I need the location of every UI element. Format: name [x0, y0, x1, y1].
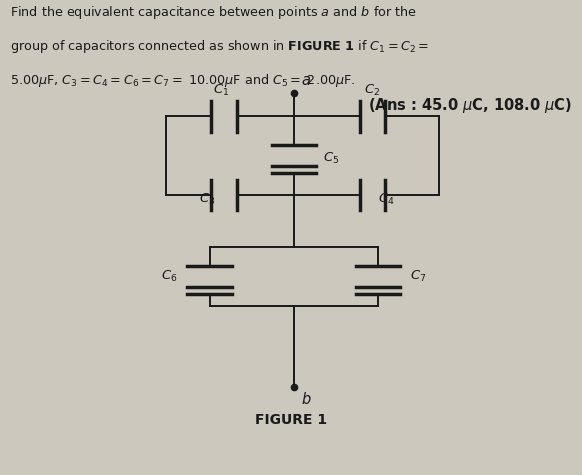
- Text: $C_1$: $C_1$: [213, 83, 229, 98]
- Text: $C_2$: $C_2$: [364, 83, 381, 98]
- Text: $a$: $a$: [301, 73, 311, 88]
- Text: $C_4$: $C_4$: [378, 192, 395, 207]
- Text: group of capacitors connected as shown in $\mathbf{FIGURE\ 1}$ if $C_1=C_2=$: group of capacitors connected as shown i…: [10, 38, 430, 55]
- Text: (Ans : 45.0 $\mu$C, 108.0 $\mu$C): (Ans : 45.0 $\mu$C, 108.0 $\mu$C): [368, 96, 572, 115]
- Text: FIGURE 1: FIGURE 1: [255, 413, 327, 428]
- Text: $C_7$: $C_7$: [410, 269, 427, 284]
- Text: $C_5$: $C_5$: [323, 151, 339, 166]
- Text: Find the equivalent capacitance between points $\mathit{a}$ and $\mathit{b}$ for: Find the equivalent capacitance between …: [10, 4, 417, 21]
- Text: $b$: $b$: [301, 391, 311, 407]
- Text: $C_3$: $C_3$: [199, 192, 215, 207]
- Text: 5.00$\mu$F, $C_3=C_4=C_6=C_7=$ 10.00$\mu$F and $C_5=$ 2.00$\mu$F.: 5.00$\mu$F, $C_3=C_4=C_6=C_7=$ 10.00$\mu…: [10, 72, 356, 89]
- Text: $C_6$: $C_6$: [161, 269, 178, 284]
